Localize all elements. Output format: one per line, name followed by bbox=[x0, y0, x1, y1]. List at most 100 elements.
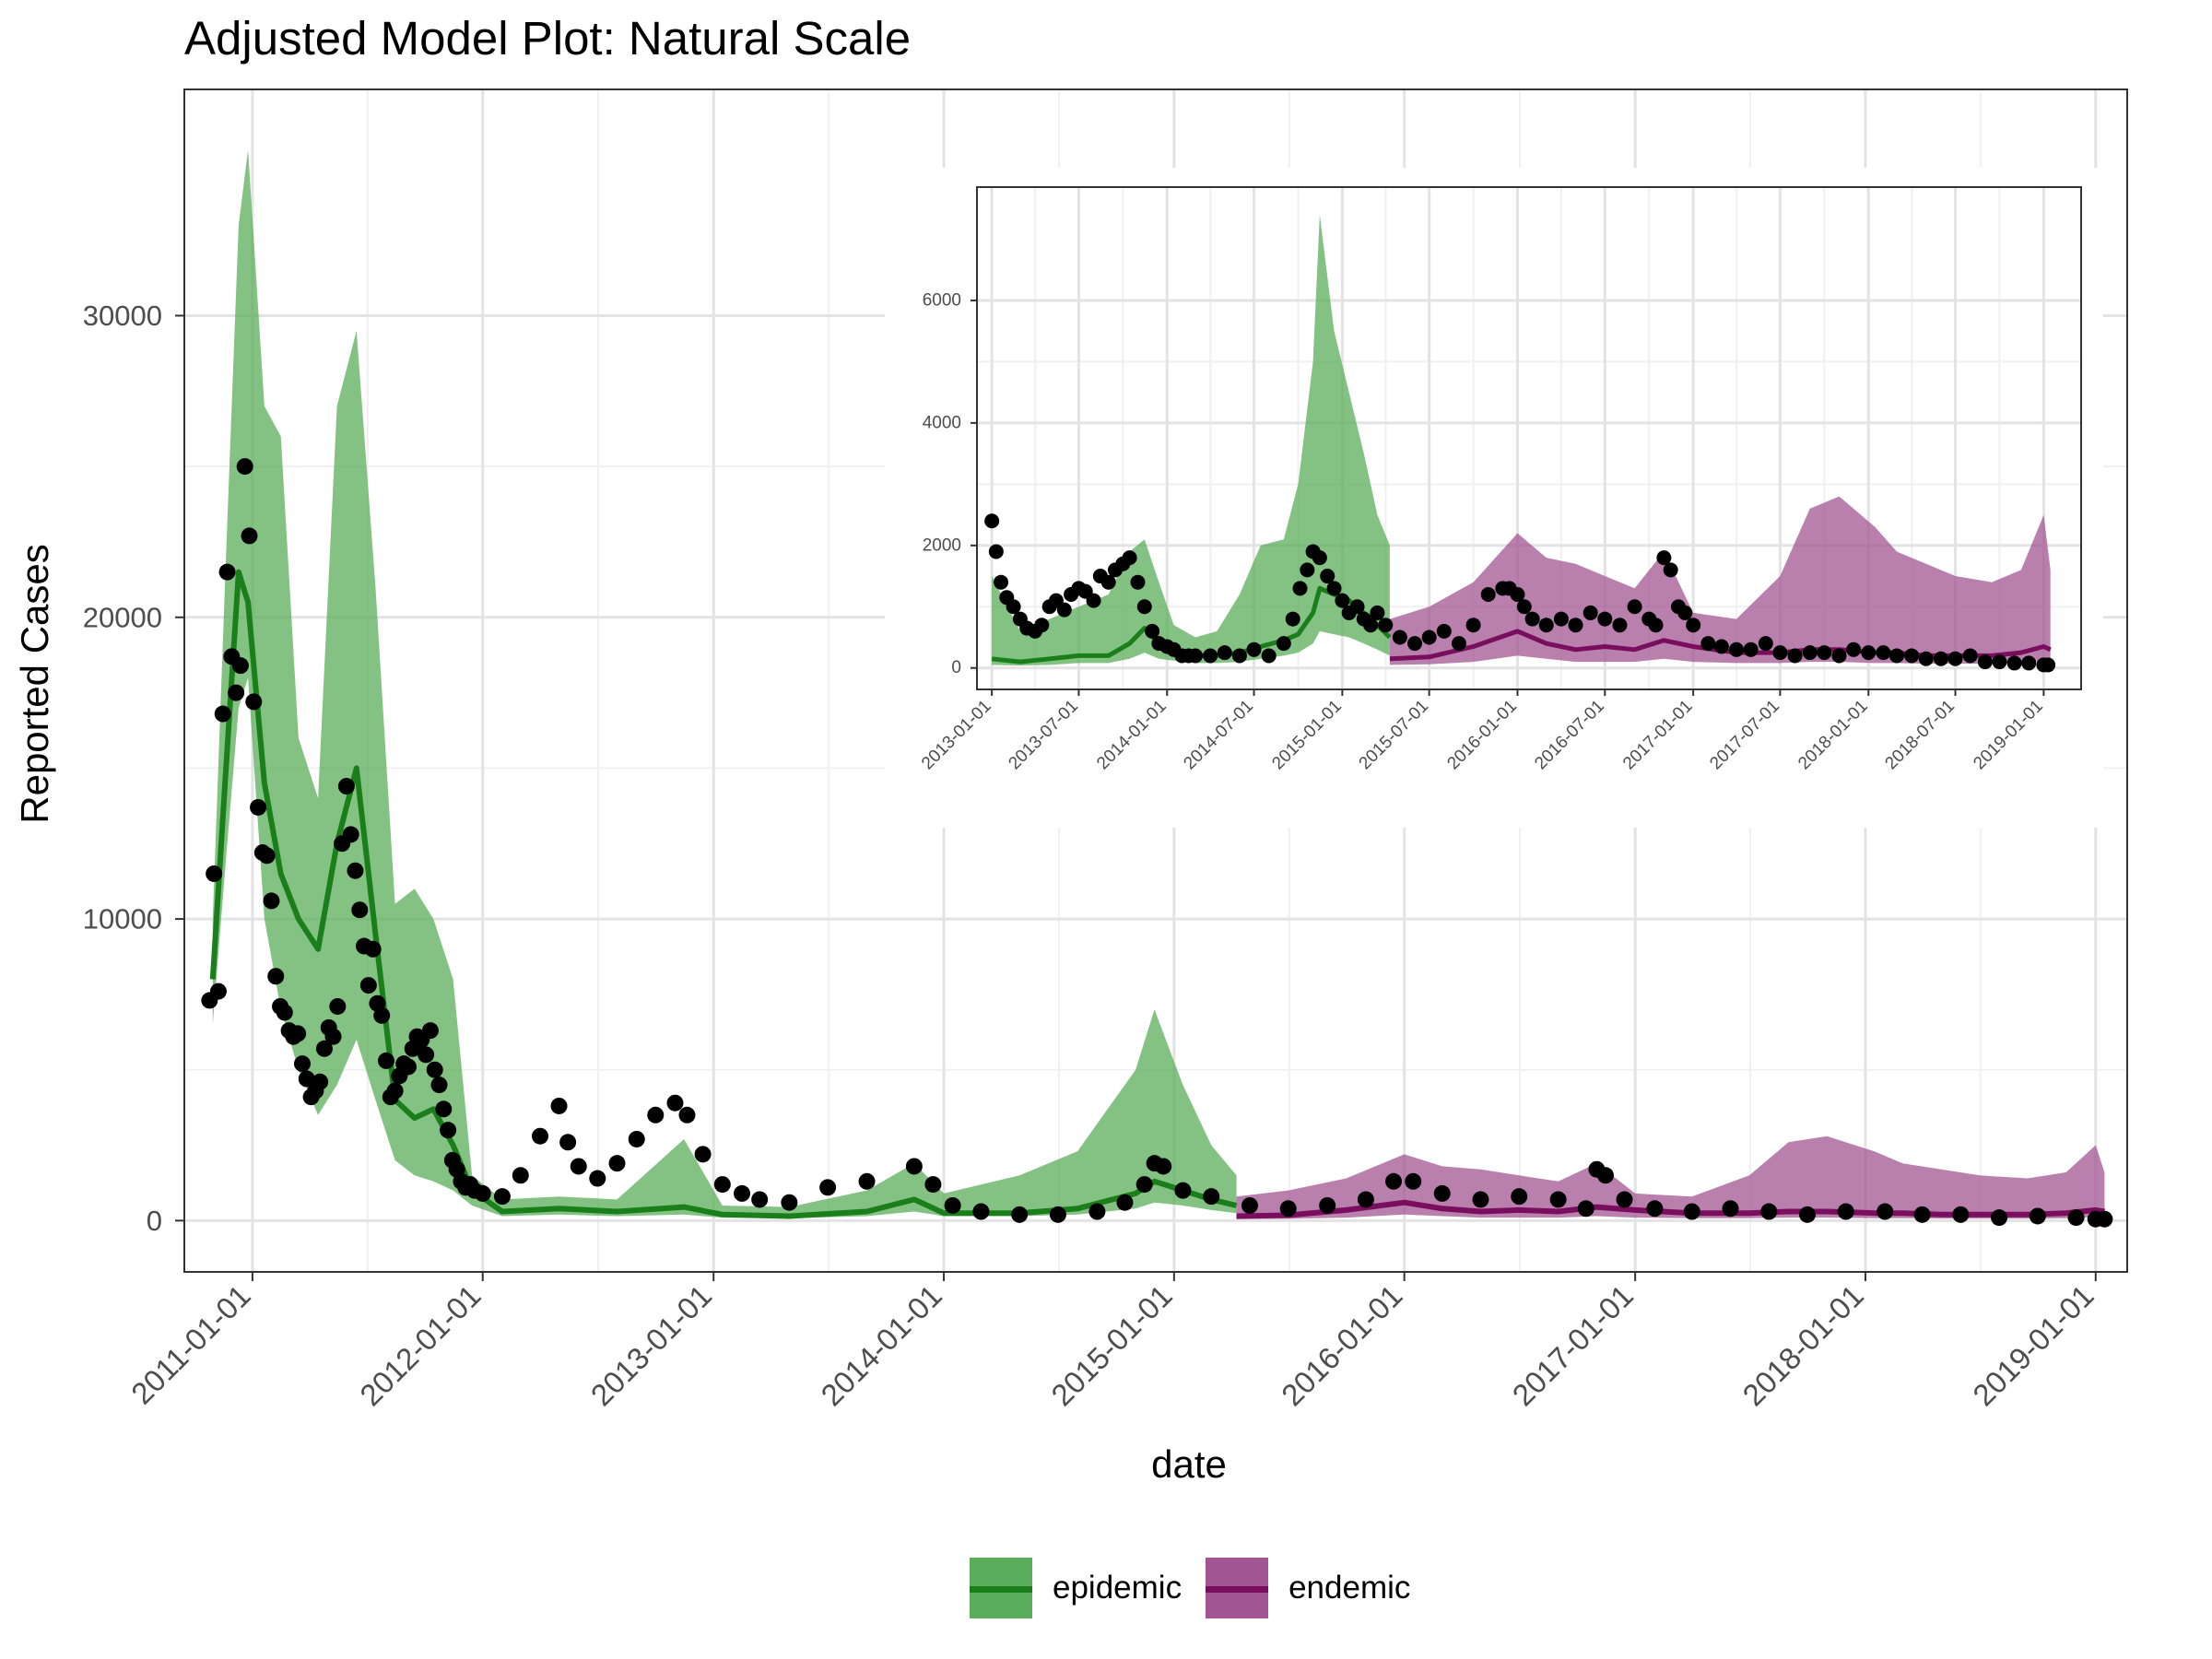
inset-point bbox=[1392, 629, 1407, 645]
main-point bbox=[1549, 1191, 1567, 1208]
main-point bbox=[589, 1170, 606, 1187]
main-point bbox=[512, 1167, 529, 1184]
inset-point bbox=[1261, 648, 1277, 664]
main-point bbox=[440, 1122, 457, 1139]
inset-y-tick-label: 0 bbox=[951, 658, 961, 677]
main-point bbox=[1511, 1188, 1528, 1206]
inset-point bbox=[1553, 611, 1569, 627]
main-point bbox=[1616, 1191, 1633, 1208]
main-point bbox=[694, 1146, 712, 1163]
main-point bbox=[1279, 1200, 1297, 1218]
inset-point bbox=[1538, 618, 1554, 633]
main-point bbox=[289, 1025, 307, 1042]
inset-point bbox=[1436, 623, 1452, 639]
main-point bbox=[214, 705, 231, 723]
x-axis-label: date bbox=[1151, 1442, 1227, 1486]
main-points bbox=[201, 458, 2113, 1228]
main-point bbox=[608, 1155, 626, 1172]
main-point bbox=[781, 1194, 798, 1211]
inset-y-tick-label: 2000 bbox=[923, 535, 961, 555]
inset-point bbox=[1300, 562, 1315, 578]
main-point bbox=[218, 563, 236, 581]
main-point bbox=[751, 1191, 769, 1208]
main-point bbox=[1646, 1200, 1664, 1218]
main-point bbox=[1385, 1172, 1403, 1190]
inset-y-tick-label: 4000 bbox=[923, 413, 961, 432]
legend-item-epidemic: epidemic bbox=[970, 1558, 1182, 1618]
inset-point bbox=[1363, 618, 1379, 633]
inset-point bbox=[1918, 651, 1934, 666]
main-point bbox=[373, 1006, 391, 1024]
main-point bbox=[351, 901, 369, 919]
main-point bbox=[1952, 1206, 1970, 1223]
inset-point bbox=[1787, 648, 1803, 664]
main-point bbox=[1357, 1191, 1374, 1208]
inset-point bbox=[1312, 550, 1327, 566]
inset-point bbox=[1831, 648, 1847, 664]
inset-point bbox=[1876, 645, 1891, 661]
inset-point bbox=[988, 544, 1004, 559]
main-x-tick-label: 2013-01-01 bbox=[584, 1278, 719, 1413]
inset-point bbox=[1612, 618, 1628, 633]
main-point bbox=[206, 865, 223, 882]
inset-point bbox=[1136, 599, 1152, 615]
inset-point bbox=[1524, 611, 1540, 627]
main-point bbox=[1877, 1203, 1894, 1220]
legend-line-epidemic bbox=[970, 1586, 1032, 1593]
inset-point bbox=[1648, 618, 1664, 633]
inset-point bbox=[1888, 648, 1904, 664]
main-point bbox=[231, 657, 249, 675]
chart-title: Adjusted Model Plot: Natural Scale bbox=[184, 12, 912, 65]
main-point bbox=[1011, 1206, 1029, 1223]
inset-point bbox=[1817, 645, 1832, 661]
inset-point bbox=[1947, 651, 1963, 666]
main-point bbox=[1472, 1191, 1489, 1208]
main-point bbox=[1135, 1176, 1153, 1194]
main-point bbox=[1241, 1196, 1258, 1214]
main-point bbox=[298, 1070, 315, 1088]
main-point bbox=[1913, 1206, 1931, 1223]
main-bands bbox=[212, 149, 2105, 1219]
inset-point bbox=[1407, 636, 1423, 652]
main-point bbox=[435, 1100, 453, 1118]
inset-point bbox=[1510, 586, 1525, 602]
inset-point bbox=[1231, 648, 1247, 664]
main-point bbox=[858, 1172, 876, 1190]
main-point bbox=[1203, 1188, 1220, 1206]
main-point bbox=[2067, 1209, 2085, 1227]
inset-point bbox=[1203, 648, 1218, 664]
inset-point bbox=[1276, 636, 1291, 652]
legend-key-epidemic bbox=[970, 1558, 1032, 1618]
main-point bbox=[1799, 1206, 1817, 1223]
main-point bbox=[1760, 1203, 1778, 1220]
main-band-endemic bbox=[1236, 1135, 2105, 1219]
inset-point bbox=[1729, 641, 1745, 657]
main-point bbox=[493, 1188, 511, 1206]
inset-point bbox=[1187, 648, 1203, 664]
main-y-tick-label: 30000 bbox=[83, 300, 162, 332]
inset-point bbox=[1758, 636, 1773, 652]
main-point bbox=[359, 977, 377, 994]
inset-point bbox=[1326, 581, 1342, 596]
inset-point bbox=[1700, 636, 1716, 652]
main-point bbox=[236, 458, 253, 476]
main-point bbox=[1577, 1200, 1594, 1218]
main-x-tick-label: 2015-01-01 bbox=[1044, 1278, 1179, 1413]
main-point bbox=[347, 862, 364, 879]
inset-point bbox=[1421, 629, 1437, 645]
inset-point bbox=[1292, 581, 1308, 596]
main-point bbox=[1596, 1167, 1614, 1184]
inset-point bbox=[994, 574, 1009, 590]
main-x-tick-label: 2019-01-01 bbox=[1966, 1278, 2100, 1413]
main-point bbox=[1683, 1203, 1700, 1220]
main-point bbox=[241, 527, 258, 545]
main-point bbox=[263, 892, 280, 910]
main-point bbox=[364, 940, 382, 958]
main-point bbox=[258, 847, 276, 865]
inset-band-epidemic bbox=[992, 214, 1390, 666]
inset-point bbox=[1246, 641, 1262, 657]
main-point bbox=[430, 1077, 448, 1094]
main-point bbox=[418, 1046, 435, 1064]
inset-point bbox=[1802, 645, 1818, 661]
main-x-tick-label: 2016-01-01 bbox=[1275, 1278, 1409, 1413]
